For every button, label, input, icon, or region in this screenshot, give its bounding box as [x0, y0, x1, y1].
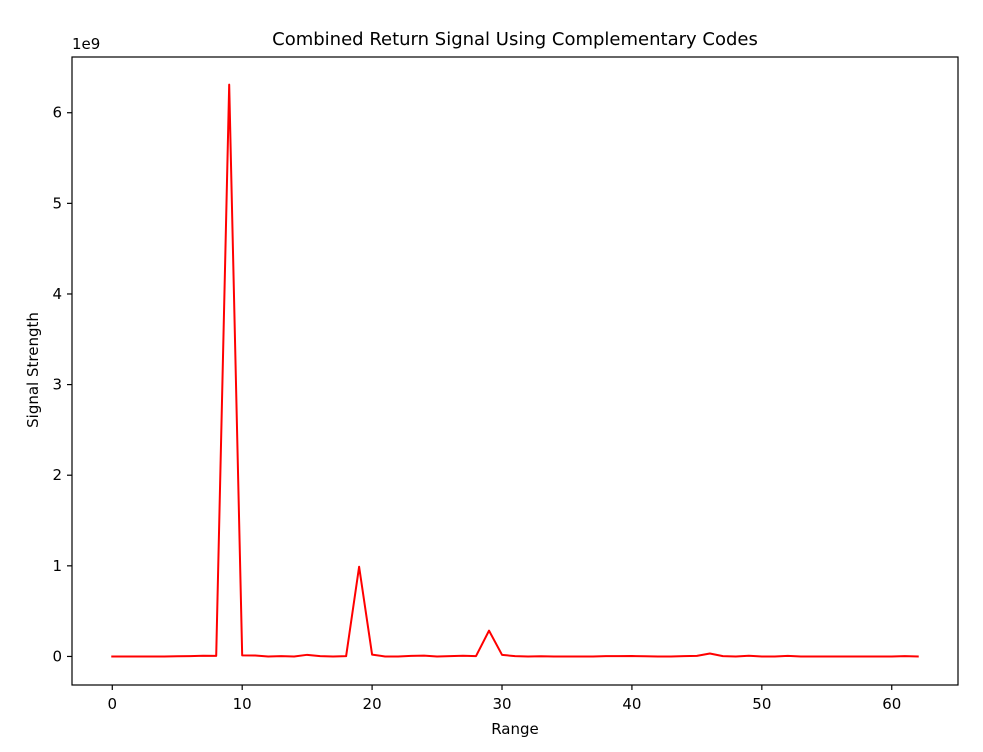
x-tick-label: 20 [363, 695, 382, 713]
x-tick-label: 50 [752, 695, 771, 713]
chart-title: Combined Return Signal Using Complementa… [272, 29, 758, 50]
plot-area: 0 10 20 30 40 50 60 0 1 2 3 4 5 6 [52, 56, 959, 713]
y-tick-label: 2 [52, 466, 62, 484]
y-tick-label: 0 [52, 647, 62, 665]
x-axis-label: Range [491, 720, 539, 738]
x-tick-label: 60 [882, 695, 901, 713]
y-tick-label: 5 [52, 194, 62, 212]
y-tick-label: 4 [52, 285, 62, 303]
x-tick-label: 10 [233, 695, 252, 713]
y-axis-label: Signal Strength [24, 312, 42, 428]
y-axis-offset-label: 1e9 [72, 35, 100, 53]
x-tick-label: 30 [492, 695, 511, 713]
x-tick-label: 40 [622, 695, 641, 713]
y-tick-label: 1 [52, 557, 62, 575]
axes-frame [71, 56, 959, 686]
series-line-0 [111, 83, 919, 658]
x-tick-label: 0 [107, 695, 117, 713]
y-tick-label: 3 [52, 376, 62, 394]
y-tick-label: 6 [52, 104, 62, 122]
